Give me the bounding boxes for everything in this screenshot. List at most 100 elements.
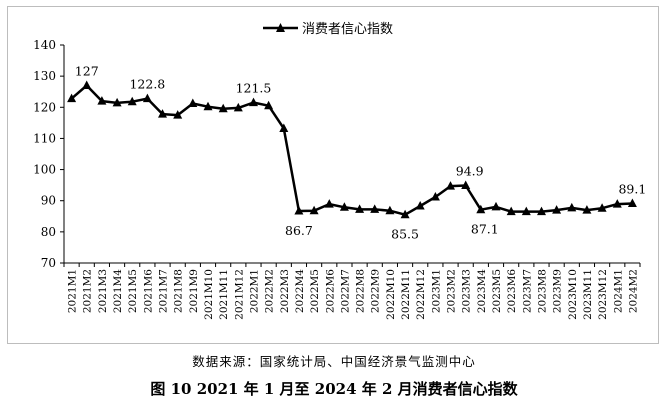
y-tick-label: 100 [33,163,56,177]
y-tick-label: 120 [33,100,56,114]
x-tick-label: 2022M3 [279,269,291,313]
x-tick-label: 2023M1 [430,269,442,313]
data-point [612,199,622,208]
y-tick-label: 90 [41,194,56,208]
data-point [627,198,637,207]
data-point [309,205,319,215]
legend-label: 消费者信心指数 [302,22,393,37]
x-tick-label: 2023M10 [567,269,579,320]
x-tick-label: 2021M4 [112,269,124,313]
y-tick-label: 80 [41,225,56,239]
data-label: 121.5 [236,81,272,96]
data-label: 85.5 [391,227,419,242]
data-point [324,199,334,208]
data-point [400,209,410,219]
x-tick-label: 2021M7 [158,269,170,313]
x-tick-label: 2022M4 [294,269,306,313]
data-point [294,206,304,215]
data-point [491,201,501,211]
x-tick-label: 2023M11 [582,269,594,320]
data-point [370,204,380,213]
data-point [430,192,440,201]
data-point [521,206,531,216]
data-point [142,93,152,103]
source-note: 数据来源：国家统计局、中国经济景气监测中心 [192,354,476,369]
data-point [249,97,258,107]
x-tick-label: 2023M8 [536,269,548,313]
data-point [112,97,122,107]
x-tick-label: 2022M2 [264,269,276,313]
chart-frame: 70 80 90 100 110 120 130 140 2021M1 2021M2 2021M3… [7,6,659,344]
x-tick-label: 2021M3 [97,269,109,313]
line-chart: 70 80 90 100 110 120 130 140 2021M1 2021M2 2021M3… [33,22,647,320]
x-tick-label: 2022M9 [370,269,382,313]
y-tick-label: 130 [33,69,56,83]
data-point [279,123,289,132]
series-line [70,84,633,216]
data-point [203,101,213,111]
data-point [552,205,562,214]
x-tick-label: 2023M2 [446,269,458,313]
data-point [82,80,92,89]
data-label: 94.9 [456,163,484,178]
x-tick-label: 2021M5 [127,269,139,313]
legend-marker [276,23,285,32]
x-tick-label: 2023M9 [552,269,564,313]
y-tick-label: 70 [41,256,56,270]
x-tick-label: 2021M9 [188,269,200,313]
x-tick-label: 2022M8 [355,269,367,313]
data-point [188,98,198,107]
data-point [97,96,107,105]
x-tick-label: 2021M1 [67,269,79,313]
data-point [506,206,516,216]
data-point [218,103,228,113]
data-label: 87.1 [471,222,499,237]
y-axis-ticks: 70 80 90 100 110 120 130 140 [33,38,64,270]
data-point [597,203,607,212]
x-tick-label: 2021M2 [82,269,94,313]
y-tick-label: 140 [33,38,56,52]
x-tick-label: 2021M11 [218,269,230,320]
x-tick-label: 2022M1 [248,269,260,313]
x-tick-label: 2021M8 [173,269,185,313]
data-point [476,204,486,214]
figure-caption: 图 10 2021 年 1 月至 2024 年 2 月消费者信心指数 [150,380,518,398]
data-point [385,205,395,215]
data-point [67,93,77,103]
data-label: 89.1 [618,182,646,197]
data-labels: 127 122.8 121.5 86.7 85.5 94.9 87.1 89.1 [75,63,647,241]
y-tick-label: 110 [33,131,56,145]
data-point [567,202,577,212]
data-point [158,109,167,118]
legend: 消费者信心指数 [263,22,393,37]
x-tick-label: 2023M7 [521,269,533,313]
data-point [173,110,183,119]
data-point [582,205,592,214]
x-tick-label: 2021M10 [203,269,215,320]
data-label: 122.8 [129,77,165,92]
data-point [446,181,455,190]
data-point [461,180,471,189]
data-point [355,204,365,213]
x-tick-label: 2023M3 [461,269,473,313]
x-tick-label: 2022M5 [309,269,321,313]
x-tick-label: 2022M12 [415,269,427,320]
data-label: 127 [75,63,99,78]
data-point [537,206,546,216]
data-point [415,201,425,210]
x-tick-label: 2023M4 [476,269,488,313]
x-tick-label: 2021M6 [142,269,154,313]
x-tick-label: 2023M6 [506,269,518,313]
x-tick-label: 2023M5 [491,269,503,313]
x-tick-label: 2022M11 [400,269,412,320]
x-axis-ticks: 2021M1 2021M2 2021M3 2021M4 2021M5 2021M6 2021… [63,263,641,320]
x-tick-label: 2021M12 [233,269,245,320]
x-tick-label: 2022M10 [385,269,397,320]
data-point [233,102,243,112]
data-point [339,202,349,211]
data-point [127,96,137,106]
series-layer [67,80,637,219]
x-tick-label: 2024M2 [627,269,639,313]
x-tick-label: 2022M6 [324,269,336,313]
x-tick-label: 2023M12 [597,269,609,320]
